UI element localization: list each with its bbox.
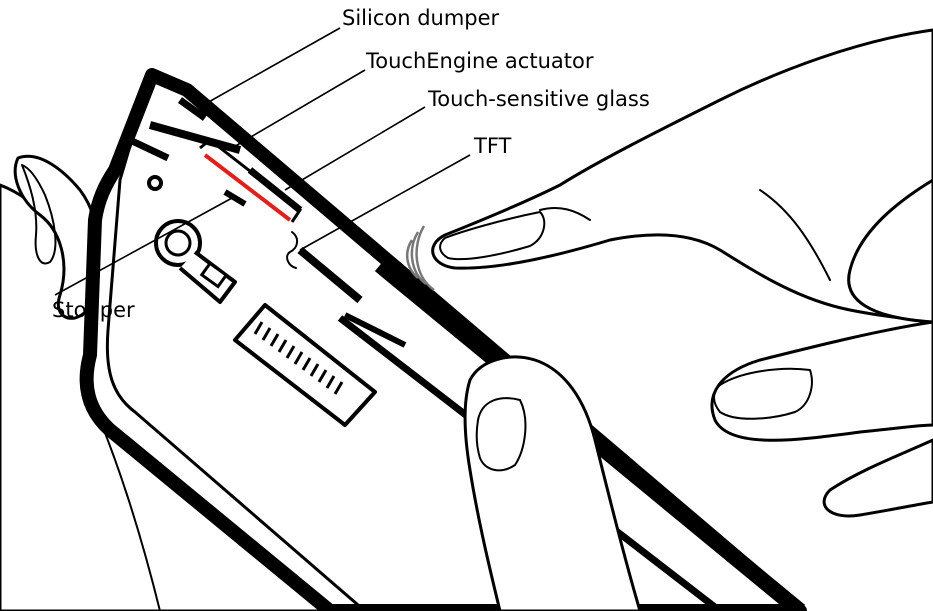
- label-touch-sensitive-glass: Touch-sensitive glass: [427, 87, 650, 111]
- pinky-fragment: [822, 438, 933, 518]
- tft-connector-squiggle: [286, 231, 298, 269]
- connector-pins: [253, 321, 344, 395]
- pointing-hand-back: [431, 28, 933, 324]
- label-touchengine-actuator: TouchEngine actuator: [365, 49, 594, 73]
- knuckle-fold: [539, 189, 831, 281]
- inner-layer-top: [148, 121, 242, 154]
- lower-finger-nail: [713, 367, 813, 420]
- touching-fingertip-nail: [475, 397, 527, 472]
- inner-layer-left: [128, 136, 170, 162]
- thumb-nail: [21, 164, 57, 265]
- pointing-hand: [431, 28, 933, 518]
- leader-stopper: [54, 197, 233, 296]
- label-silicon-dumper: Silicon dumper: [342, 6, 500, 30]
- silicon-dumper-part: [177, 97, 208, 121]
- leader-tft: [299, 154, 471, 251]
- lens-slot: [199, 261, 229, 289]
- index-finger-nail: [439, 211, 546, 261]
- wrist-line: [99, 419, 161, 611]
- holding-hand-thumb: [13, 154, 102, 320]
- curled-finger: [847, 178, 933, 324]
- small-hole: [147, 175, 163, 191]
- tft-segment: [297, 246, 363, 304]
- touchengine-actuator-part: [203, 153, 292, 222]
- leader-touchengine-actuator: [231, 69, 366, 149]
- leader-silicon-dumper: [197, 27, 341, 109]
- lower-inner-bar: [343, 312, 407, 348]
- phone-outline: [79, 68, 807, 611]
- lower-curled-finger: [710, 320, 933, 442]
- vibration-waves-icon: [405, 225, 435, 292]
- touching-fingertip: [463, 355, 642, 611]
- stopper-part: [223, 189, 247, 207]
- actuator-bracket: [199, 138, 303, 223]
- lens-inner: [164, 229, 192, 257]
- label-stopper: Stopper: [52, 298, 135, 322]
- leader-touch-sensitive-glass: [284, 106, 426, 191]
- leader-lines: [54, 27, 471, 296]
- phone-inner-back-edge: [105, 94, 366, 611]
- label-tft: TFT: [473, 134, 512, 158]
